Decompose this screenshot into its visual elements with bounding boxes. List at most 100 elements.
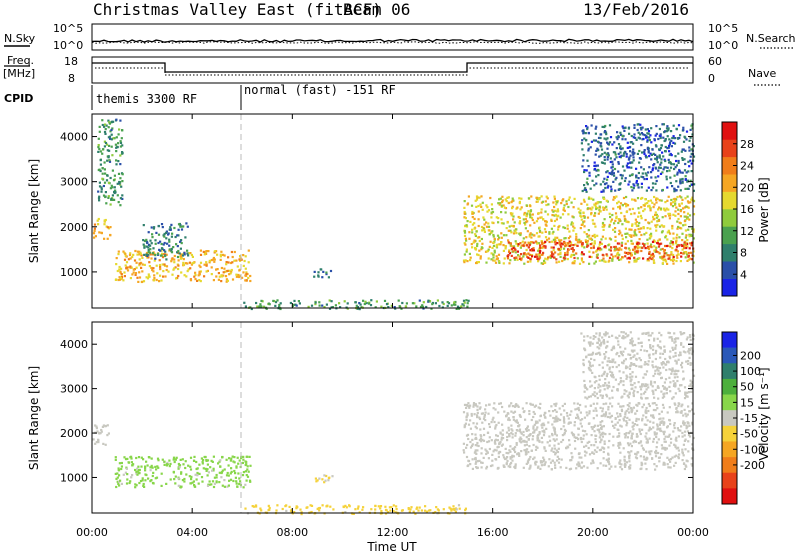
- data-point: [503, 457, 507, 461]
- data-point: [453, 301, 456, 304]
- data-point: [177, 274, 180, 278]
- data-point: [223, 479, 226, 482]
- data-point: [457, 307, 460, 310]
- data-point: [152, 247, 155, 250]
- data-point: [230, 250, 233, 254]
- data-point: [615, 353, 618, 356]
- data-point: [583, 246, 586, 249]
- data-point: [606, 175, 609, 178]
- data-point: [485, 221, 488, 224]
- data-point: [661, 188, 664, 192]
- data-point: [318, 301, 321, 304]
- data-point: [539, 250, 542, 253]
- data-point: [622, 383, 625, 387]
- data-point: [673, 424, 676, 427]
- data-point: [300, 513, 303, 516]
- data-point: [633, 126, 636, 129]
- data-point: [619, 377, 622, 380]
- data-point: [183, 253, 186, 256]
- data-point: [643, 423, 646, 426]
- data-point: [221, 484, 224, 487]
- data-point: [506, 456, 509, 459]
- data-point: [489, 240, 492, 243]
- data-point: [629, 364, 632, 368]
- data-point: [421, 305, 425, 308]
- data-point: [621, 223, 624, 226]
- data-point: [223, 485, 226, 488]
- data-point: [410, 506, 413, 509]
- data-point: [474, 233, 477, 236]
- data-point: [626, 436, 629, 439]
- data-point: [564, 253, 567, 257]
- data-point: [531, 213, 534, 216]
- data-point: [239, 480, 242, 483]
- data-point: [196, 279, 199, 282]
- data-point: [644, 373, 647, 376]
- data-point: [633, 389, 636, 392]
- data-point: [578, 241, 581, 244]
- data-point: [256, 305, 259, 308]
- data-point: [603, 442, 606, 445]
- data-point: [623, 179, 627, 182]
- data-point: [582, 261, 585, 264]
- data-point: [206, 474, 209, 477]
- data-point: [477, 261, 480, 264]
- data-point: [221, 275, 224, 278]
- data-point: [668, 257, 671, 260]
- data-point: [595, 125, 598, 128]
- data-point: [646, 259, 649, 262]
- data-point: [393, 306, 396, 309]
- data-point: [598, 436, 601, 439]
- data-point: [138, 264, 141, 267]
- data-point: [672, 355, 675, 358]
- data-point: [604, 433, 607, 436]
- data-point: [568, 244, 571, 248]
- data-point: [627, 221, 630, 224]
- data-point: [621, 256, 624, 259]
- data-point: [562, 416, 565, 419]
- data-point: [590, 238, 594, 241]
- data-point: [598, 428, 601, 431]
- data-point: [686, 179, 690, 182]
- data-point: [566, 445, 569, 448]
- data-point: [659, 352, 662, 355]
- data-point: [606, 156, 609, 159]
- data-point: [196, 467, 199, 470]
- data-point: [563, 428, 567, 431]
- data-point: [673, 332, 676, 335]
- data-point: [542, 422, 545, 425]
- data-point: [152, 482, 155, 485]
- data-point: [117, 142, 120, 145]
- data-point: [664, 357, 667, 361]
- data-point: [677, 212, 680, 216]
- data-point: [313, 275, 316, 278]
- data-point: [599, 241, 602, 244]
- data-point: [229, 472, 232, 475]
- data-point: [663, 130, 667, 133]
- data-point: [512, 250, 515, 253]
- data-point: [674, 351, 677, 355]
- data-point: [145, 276, 148, 279]
- data-point: [483, 218, 486, 221]
- data-point: [575, 252, 578, 255]
- data-point: [686, 460, 689, 463]
- data-point: [638, 137, 641, 140]
- data-point: [334, 304, 337, 307]
- data-point: [107, 196, 110, 199]
- data-point: [689, 128, 692, 131]
- data-point: [665, 363, 668, 366]
- data-point: [604, 413, 608, 416]
- data-point: [583, 216, 586, 219]
- data-point: [116, 472, 119, 475]
- data-point: [151, 466, 154, 469]
- data-point: [508, 225, 511, 228]
- data-point: [690, 362, 693, 365]
- data-point: [599, 133, 602, 136]
- data-point: [625, 153, 628, 156]
- data-point: [647, 205, 650, 208]
- data-point: [499, 450, 502, 454]
- data-point: [519, 242, 522, 245]
- data-point: [370, 299, 373, 302]
- data-point: [674, 202, 677, 205]
- data-point: [670, 154, 673, 157]
